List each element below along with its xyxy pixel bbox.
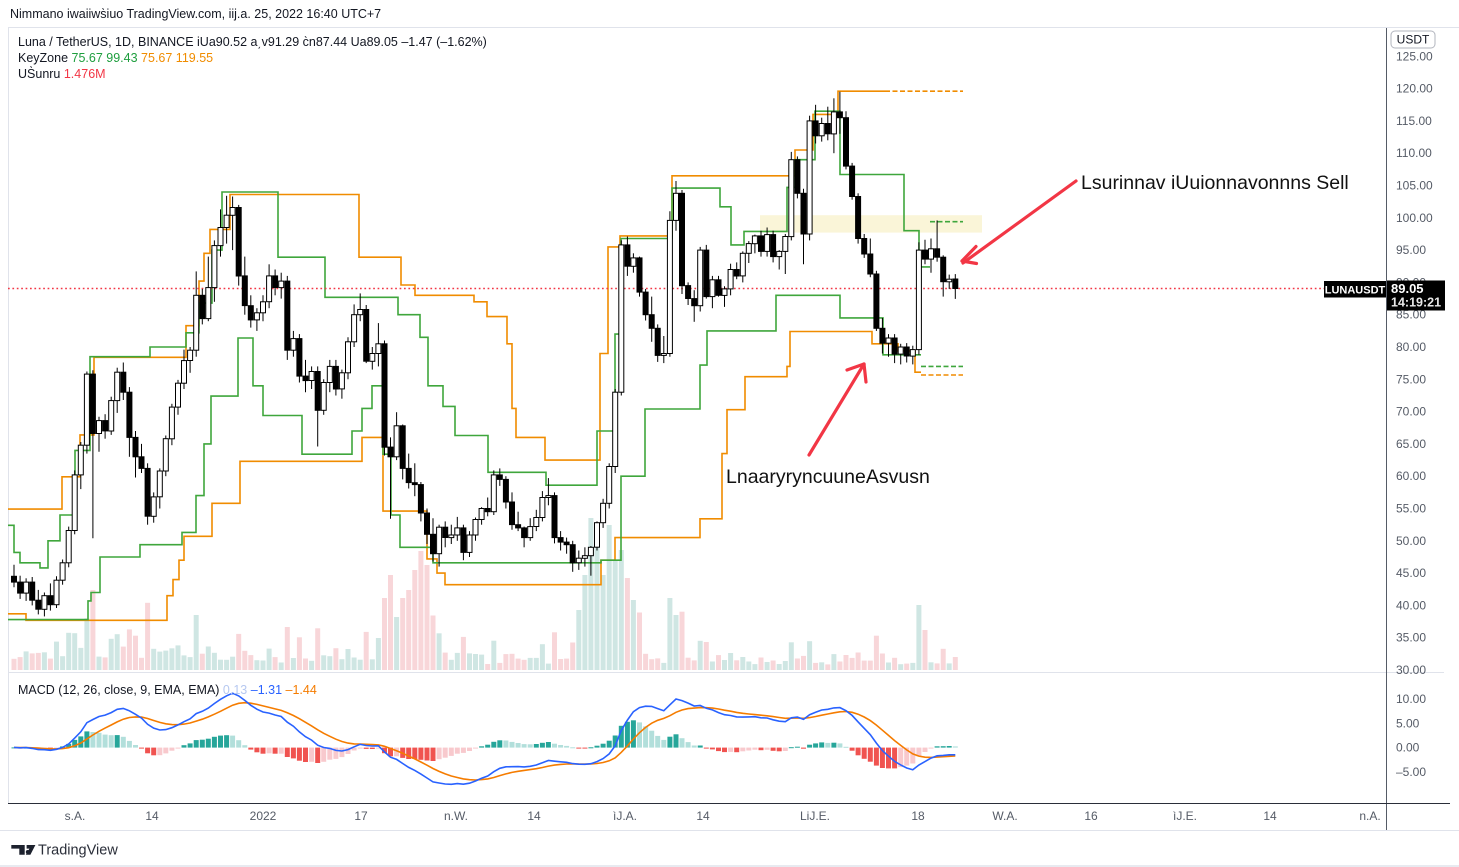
svg-text:LiJ.E.: LiJ.E. (800, 809, 830, 823)
svg-text:100.00: 100.00 (1396, 211, 1433, 225)
svg-text:14: 14 (145, 809, 159, 823)
svg-text:125.00: 125.00 (1396, 49, 1433, 63)
svg-text:n.A.: n.A. (1359, 809, 1380, 823)
svg-text:Lsurinnav iUuionnavonnns Sell: Lsurinnav iUuionnavonnns Sell (1081, 172, 1349, 194)
svg-text:95.00: 95.00 (1396, 243, 1426, 257)
svg-text:US̀unru 1.476M: US̀unru 1.476M (18, 66, 106, 81)
svg-text:Nimmano iwaiiws̀iuo TradingVie: Nimmano iwaiiws̀iuo TradingView.com, iij… (10, 7, 381, 21)
svg-text:110.00: 110.00 (1396, 146, 1432, 160)
svg-text:W.A.: W.A. (992, 809, 1017, 823)
svg-text:Luna / TetherUS, 1D, BINANCE: Luna / TetherUS, 1D, BINANCE iUa90.52 a͵… (18, 35, 487, 49)
svg-text:80.00: 80.00 (1396, 340, 1426, 354)
svg-text:105.00: 105.00 (1396, 179, 1433, 193)
svg-text:KeyZone 75.67 99.43 75.67: KeyZone 75.67 99.43 75.67 119.55 (18, 51, 213, 65)
svg-text:2022: 2022 (250, 809, 277, 823)
svg-text:55.00: 55.00 (1396, 502, 1426, 516)
svg-text:30.00: 30.00 (1396, 663, 1426, 677)
svg-text:45.00: 45.00 (1396, 566, 1426, 580)
svg-text:115.00: 115.00 (1396, 114, 1432, 128)
svg-text:75.00: 75.00 (1396, 372, 1426, 386)
svg-text:120.00: 120.00 (1396, 82, 1433, 96)
svg-text:65.00: 65.00 (1396, 437, 1426, 451)
svg-text:0.00: 0.00 (1396, 741, 1420, 755)
svg-text:14: 14 (527, 809, 541, 823)
svg-text:n.W.: n.W. (444, 809, 468, 823)
svg-text:14: 14 (1263, 809, 1277, 823)
svg-text:MACD (12, 26, close, 9, EMA, E: MACD (12, 26, close, 9, EMA, EMA) 0.13 –… (18, 683, 317, 697)
svg-text:10.00: 10.00 (1396, 692, 1426, 706)
svg-text:16: 16 (1084, 809, 1098, 823)
svg-text:60.00: 60.00 (1396, 469, 1426, 483)
svg-text:35.00: 35.00 (1396, 631, 1426, 645)
svg-text:17: 17 (354, 809, 368, 823)
svg-text:89.05: 89.05 (1391, 281, 1424, 296)
svg-text:18: 18 (911, 809, 925, 823)
svg-text:14: 14 (696, 809, 710, 823)
svg-text:40.00: 40.00 (1396, 598, 1426, 612)
svg-text:ìJ.E.: ìJ.E. (1173, 809, 1197, 823)
svg-text:70.00: 70.00 (1396, 405, 1426, 419)
svg-text:LUNAUSDT: LUNAUSDT (1325, 285, 1386, 297)
svg-text:ìJ.A.: ìJ.A. (613, 809, 637, 823)
svg-text:5.00: 5.00 (1396, 716, 1420, 730)
svg-text:85.00: 85.00 (1396, 308, 1426, 322)
svg-text:s.A.: s.A. (65, 809, 86, 823)
svg-text:TradingView: TradingView (38, 843, 118, 859)
svg-text:14:19:21: 14:19:21 (1391, 296, 1441, 310)
svg-text:50.00: 50.00 (1396, 534, 1426, 548)
svg-text:LnaaryryncuuneAsvusn: LnaaryryncuuneAsvusn (726, 466, 930, 488)
svg-text:USDT: USDT (1397, 33, 1430, 47)
svg-text:–5.00: –5.00 (1396, 765, 1426, 779)
